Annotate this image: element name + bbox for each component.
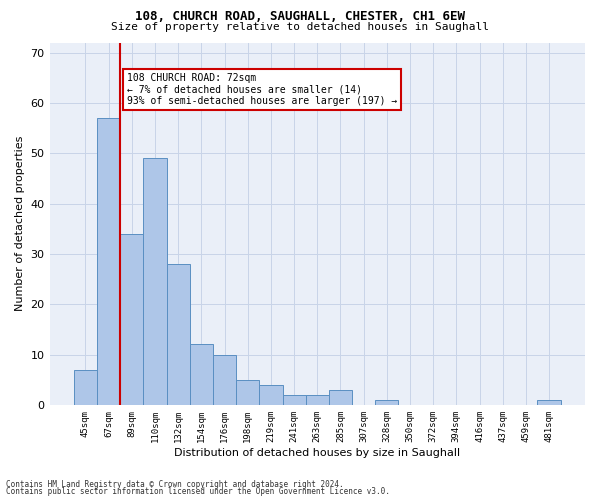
Text: Size of property relative to detached houses in Saughall: Size of property relative to detached ho…	[111, 22, 489, 32]
Bar	[97, 118, 120, 405]
Y-axis label: Number of detached properties: Number of detached properties	[15, 136, 25, 312]
Bar	[143, 158, 167, 405]
Bar	[305, 395, 329, 405]
Bar	[74, 370, 97, 405]
Bar	[283, 395, 305, 405]
Text: 108, CHURCH ROAD, SAUGHALL, CHESTER, CH1 6EW: 108, CHURCH ROAD, SAUGHALL, CHESTER, CH1…	[135, 10, 465, 23]
Text: 108 CHURCH ROAD: 72sqm
← 7% of detached houses are smaller (14)
93% of semi-deta: 108 CHURCH ROAD: 72sqm ← 7% of detached …	[127, 72, 397, 106]
Bar	[375, 400, 398, 405]
Bar	[538, 400, 560, 405]
Bar	[167, 264, 190, 405]
X-axis label: Distribution of detached houses by size in Saughall: Distribution of detached houses by size …	[174, 448, 460, 458]
Bar	[120, 234, 143, 405]
Text: Contains HM Land Registry data © Crown copyright and database right 2024.: Contains HM Land Registry data © Crown c…	[6, 480, 344, 489]
Bar	[190, 344, 213, 405]
Bar	[213, 354, 236, 405]
Bar	[259, 384, 283, 405]
Bar	[236, 380, 259, 405]
Text: Contains public sector information licensed under the Open Government Licence v3: Contains public sector information licen…	[6, 487, 390, 496]
Bar	[329, 390, 352, 405]
